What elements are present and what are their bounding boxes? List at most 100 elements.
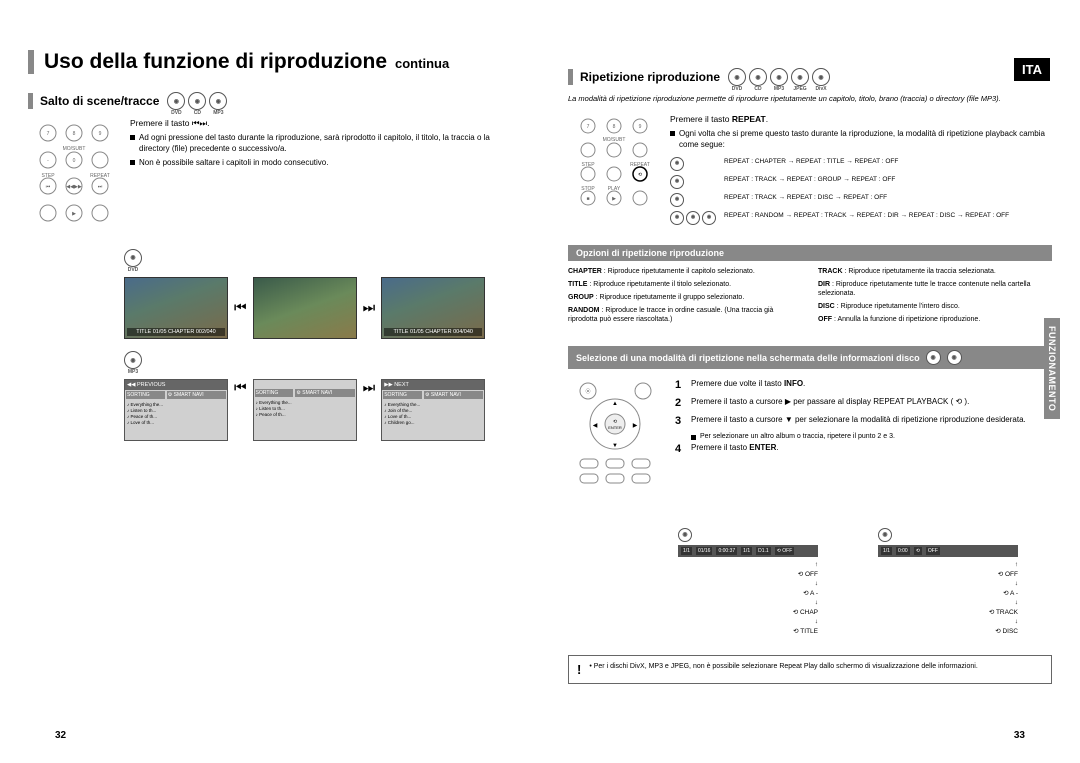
svg-text:◀: ◀: [593, 423, 598, 429]
right-content-row: 7 8 9 MO/SUBT STEPREPEAT ⟲ STOPPLAY ■ ▶ …: [568, 114, 1052, 229]
right-section-header: Ripetizione riproduzione ◉ ◉ ◉ ◉ ◉: [568, 68, 1052, 86]
svg-text:0: 0: [73, 158, 76, 164]
dvd-tree: ↑ ⟲ OFF ↓ ⟲ A - ↓ ⟲ CHAP ↓ ⟲ TITLE: [678, 561, 818, 635]
left-content-row: 7 8 9 MO/SUBT - 0 STEPREPEAT ⏮ ◀◀▶▶ ⏭ ▶ …: [28, 118, 512, 238]
disc-displays: ◉ 1/101/160:00:371/1D1.1⟲ OFF ↑ ⟲ OFF ↓ …: [678, 523, 1052, 637]
left-instr-main: Premere il tasto ⏮⏭.: [130, 118, 512, 129]
screenshot-1: TITLE 01/05 CHAPTER 002/040: [124, 277, 228, 339]
cd-icon: ◉: [878, 528, 892, 542]
remote-nav-diagram: ⦿ ⟲ ENTER ▲ ▼ ◀ ▶: [568, 379, 663, 509]
selection-header: Selezione di una modalità di ripetizione…: [568, 346, 1052, 369]
bullet-2-text: Non è possibile saltare i capitoli in mo…: [139, 158, 328, 169]
dvd-icon: ◉: [670, 157, 684, 171]
bullet-icon: [130, 135, 135, 140]
divx-icon: ◉: [812, 68, 830, 86]
divx-icon: ◉: [702, 211, 716, 225]
prev-arrow-icon: ⏮: [234, 299, 247, 316]
bullet-2: Non è possibile saltare i capitoli in mo…: [130, 158, 512, 169]
svg-text:8: 8: [613, 124, 616, 130]
section-bar-icon: [568, 69, 573, 85]
language-badge: ITA: [1014, 58, 1050, 81]
page-number-left: 32: [55, 730, 66, 741]
svg-text:▶: ▶: [633, 423, 638, 429]
left-media-icons: ◉ ◉ ◉: [167, 92, 227, 110]
note-text: • Per i dischi DivX, MP3 e JPEG, non è p…: [589, 662, 977, 672]
dvd-icon: ◉: [678, 528, 692, 542]
left-page: Uso della funzione di riproduzione conti…: [0, 0, 540, 763]
svg-text:⦿: ⦿: [585, 389, 590, 395]
cd-display: ◉ 1/10:00⟲OFF ↑ ⟲ OFF ↓ ⟲ A - ↓ ⟲ TRACK …: [878, 523, 1018, 637]
mp3-icon: ◉: [770, 68, 788, 86]
dvd-display: ◉ 1/101/160:00:371/1D1.1⟲ OFF ↑ ⟲ OFF ↓ …: [678, 523, 818, 637]
svg-text:7: 7: [47, 131, 50, 137]
svg-text:▶: ▶: [612, 196, 616, 202]
mp3-icon: ◉: [670, 211, 684, 225]
jpeg-icon: ◉: [791, 68, 809, 86]
main-subtitle: continua: [395, 56, 449, 71]
cd-icon: ◉: [188, 92, 206, 110]
right-bullet-text: Ogni volta che si preme questo tasto dur…: [679, 129, 1052, 151]
options-grid: CHAPTER : Riproduce ripetutamente il cap…: [568, 267, 1052, 328]
mp3-screen-prev: ◀◀ PREVIOUS SORTING⚙ SMART NAVI ♪ Everyt…: [124, 379, 228, 441]
main-title-bar: Uso della funzione di riproduzione conti…: [28, 50, 512, 74]
mp3-icon: ◉: [124, 351, 142, 369]
side-tab: FUNZIONAMENTO: [1044, 318, 1060, 419]
page-number-right: 33: [1014, 730, 1025, 741]
svg-text:8: 8: [73, 131, 76, 137]
cd-icon: ◉: [670, 193, 684, 207]
jpeg-icon: ◉: [686, 211, 700, 225]
svg-text:▼: ▼: [612, 443, 618, 449]
italic-note: La modalità di ripetizione riproduzione …: [568, 94, 1052, 104]
svg-text:MO/SUBT: MO/SUBT: [63, 146, 86, 152]
right-bullet: Ogni volta che si preme questo tasto dur…: [670, 129, 1052, 151]
options-col-left: CHAPTER : Riproduce ripetutamente il cap…: [568, 267, 802, 328]
left-section-header: Salto di scene/tracce ◉ ◉ ◉: [28, 92, 512, 110]
mp3-prev-label: ◀◀ PREVIOUS: [127, 382, 165, 388]
dvd-icon: ◉: [167, 92, 185, 110]
steps-area: ⦿ ⟲ ENTER ▲ ▼ ◀ ▶ 1Premere due volte il …: [568, 379, 1052, 509]
right-page: ITA Ripetizione riproduzione ◉ ◉ ◉ ◉ ◉ L…: [540, 0, 1080, 763]
next-arrow-icon: ⏭: [363, 299, 376, 316]
cd-icon: ◉: [749, 68, 767, 86]
right-media-icons: ◉ ◉ ◉ ◉ ◉: [728, 68, 830, 86]
bullet-1: Ad ogni pressione del tasto durante la r…: [130, 133, 512, 155]
screenshot-2-label: TITLE 01/05 CHAPTER 004/040: [384, 328, 482, 336]
mp3-screen-mid: SORTING⚙ SMART NAVI ♪ Everything the...♪…: [253, 379, 357, 441]
selection-title: Selezione di una modalità di ripetizione…: [576, 353, 920, 363]
screenshot-mid: [253, 277, 357, 339]
svg-text:MO/SUBT: MO/SUBT: [603, 137, 626, 143]
screenshot-2: TITLE 01/05 CHAPTER 004/040: [381, 277, 485, 339]
options-header: Opzioni di ripetizione riproduzione: [568, 245, 1052, 261]
left-instructions: Premere il tasto ⏮⏭. Ad ogni pressione d…: [130, 118, 512, 238]
right-section-title: Ripetizione riproduzione: [580, 70, 720, 84]
dvd-screenshots: TITLE 01/05 CHAPTER 002/040 ⏮ ⏭ TITLE 01…: [124, 277, 512, 339]
mp3-icon-marker: ◉: [124, 349, 512, 370]
bullet-icon: [130, 160, 135, 165]
mp3-screenshots: ◀◀ PREVIOUS SORTING⚙ SMART NAVI ♪ Everyt…: [124, 379, 512, 441]
right-instructions: Premere il tasto REPEAT. Ogni volta che …: [670, 114, 1052, 229]
svg-text:⏭: ⏭: [98, 184, 103, 190]
main-title: Uso della funzione di riproduzione: [44, 50, 387, 74]
remote-diagram-repeat: 7 8 9 MO/SUBT STEPREPEAT ⟲ STOPPLAY ■ ▶: [568, 114, 660, 224]
dvd-icon: ◉: [124, 249, 142, 267]
steps-list: 1Premere due volte il tasto INFO. 2Preme…: [675, 379, 1052, 509]
cd-icon: ◉: [947, 350, 962, 365]
svg-text:⏮: ⏮: [46, 184, 51, 190]
svg-text:▲: ▲: [612, 401, 618, 407]
section-bar-icon: [28, 93, 33, 109]
repeat-modes-table: ◉REPEAT : CHAPTER → REPEAT : TITLE → REP…: [670, 157, 1052, 225]
svg-text:◀◀▶▶: ◀◀▶▶: [66, 184, 82, 190]
mp3-next-label: ▶▶ NEXT: [384, 382, 409, 388]
options-col-right: TRACK : Riproduce ripetutamente ila trac…: [818, 267, 1052, 328]
warning-icon: !: [577, 662, 581, 677]
bullet-1-text: Ad ogni pressione del tasto durante la r…: [139, 133, 512, 155]
svg-text:7: 7: [587, 124, 590, 130]
dvd-icon: ◉: [926, 350, 941, 365]
note-box: ! • Per i dischi DivX, MP3 e JPEG, non è…: [568, 655, 1052, 684]
remote-diagram: 7 8 9 MO/SUBT - 0 STEPREPEAT ⏮ ◀◀▶▶ ⏭ ▶: [28, 118, 120, 238]
mp3-screen-next: ▶▶ NEXT SORTING⚙ SMART NAVI ♪ Everything…: [381, 379, 485, 441]
next-arrow-icon: ⏭: [363, 379, 376, 396]
left-section-title: Salto di scene/tracce: [40, 94, 159, 108]
right-instr-main: Premere il tasto REPEAT.: [670, 114, 1052, 125]
bullet-icon: [670, 131, 675, 136]
